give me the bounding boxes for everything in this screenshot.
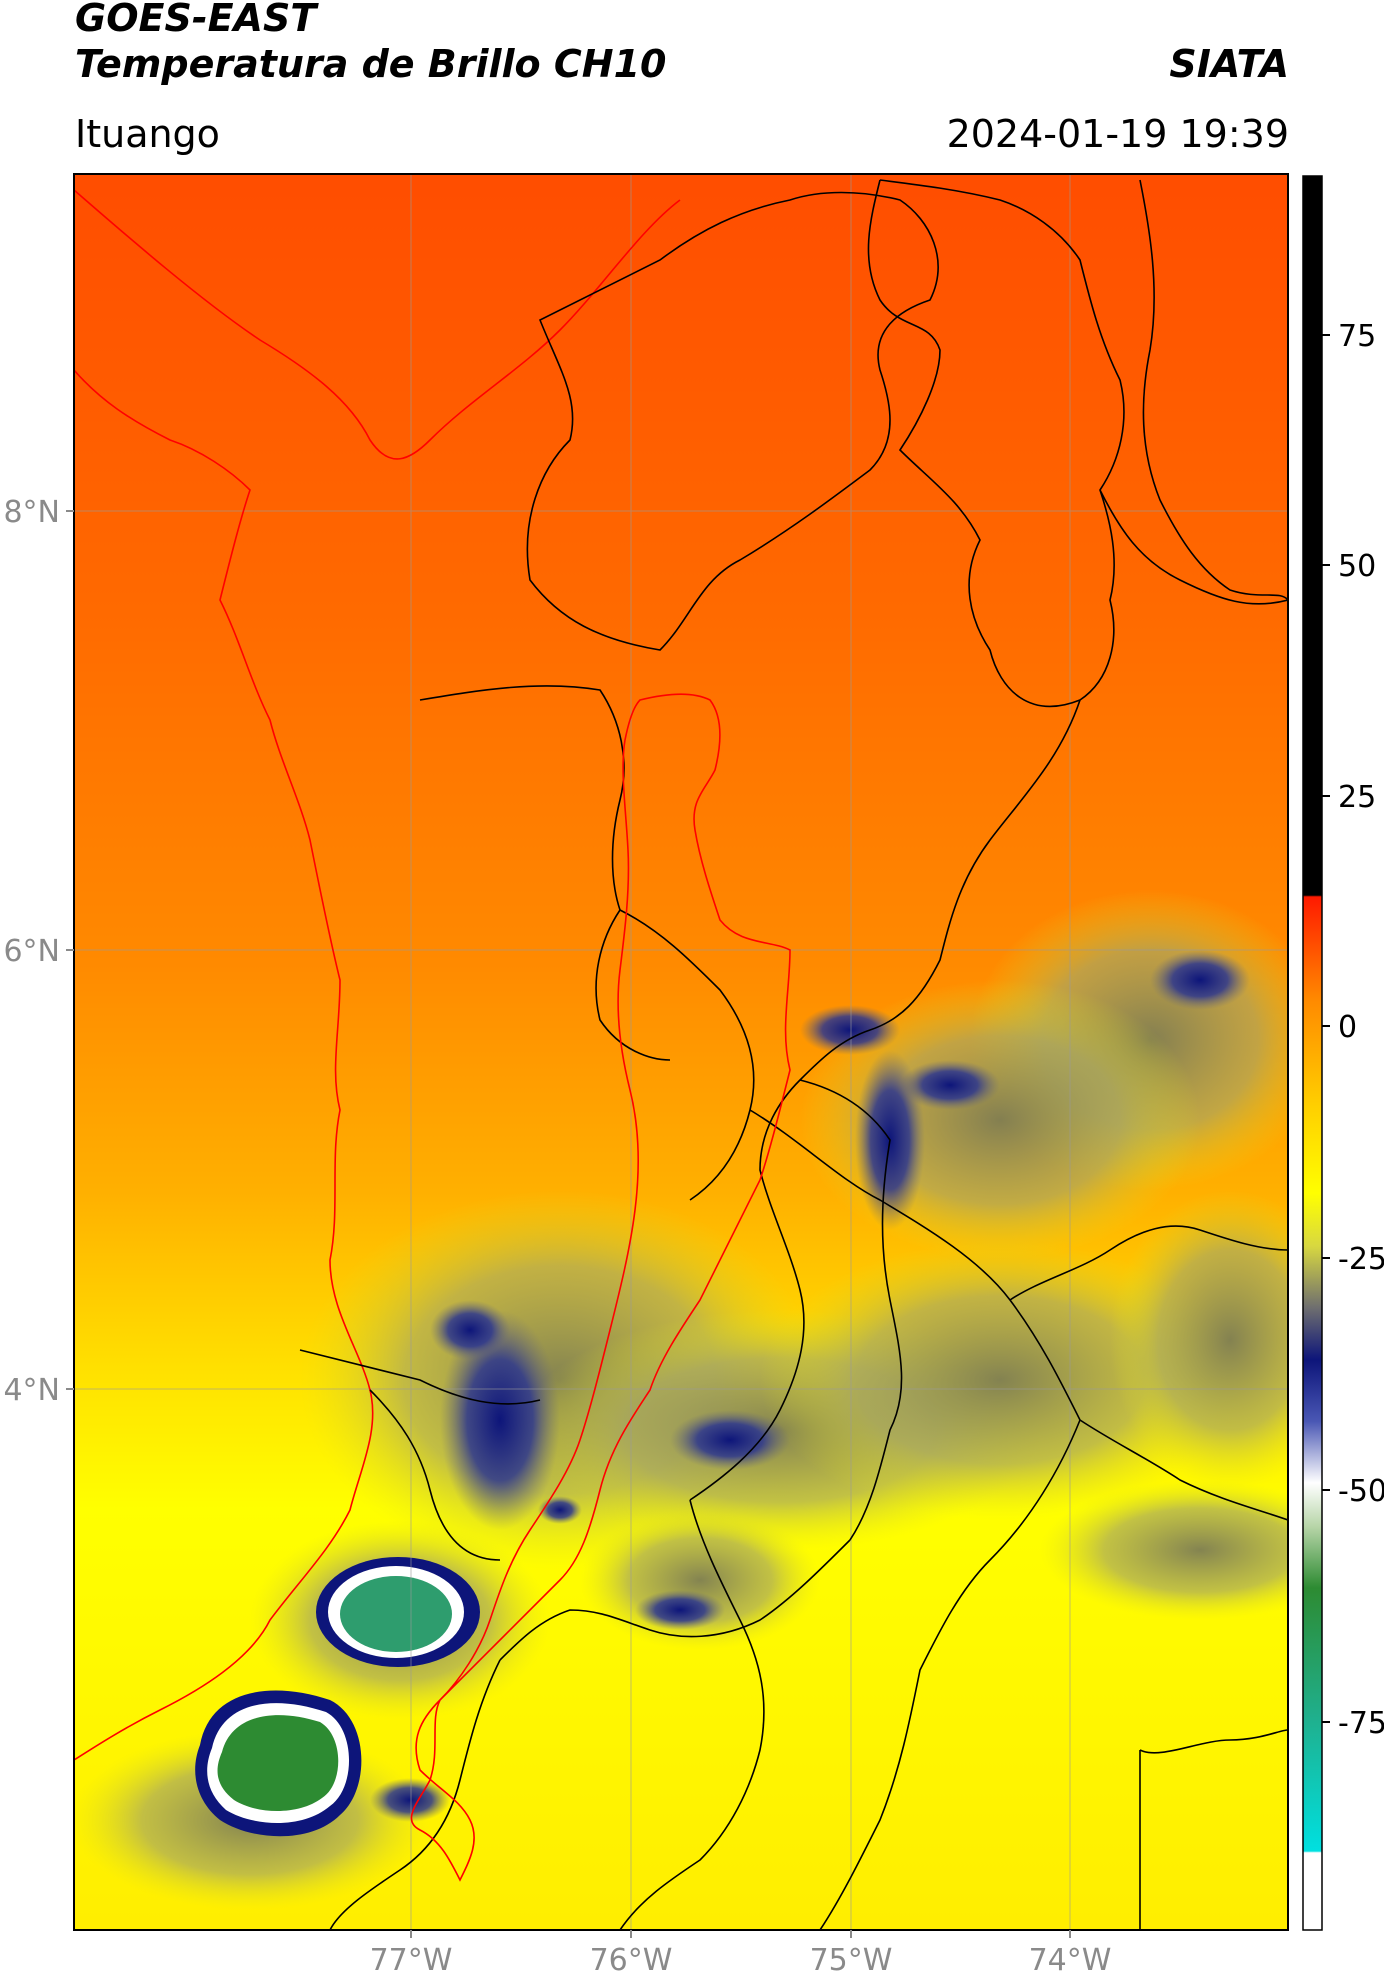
lat-label-8n: 8°N xyxy=(3,495,60,530)
coastline xyxy=(74,189,681,1761)
colorbar-tick-minus50: -50 xyxy=(1338,1474,1384,1509)
product-title: Temperatura de Brillo CH10 xyxy=(75,42,667,86)
colorbar-tick-minus25: -25 xyxy=(1338,1242,1384,1277)
lon-label-76w: 76°W xyxy=(590,1943,673,1978)
cold-cloud-cores xyxy=(370,950,1250,1822)
colorbar-tick-50: 50 xyxy=(1338,549,1376,584)
colorbar-tick-minus75: -75 xyxy=(1338,1706,1384,1741)
lon-label-77w: 77°W xyxy=(370,1943,453,1978)
colorbar-scale xyxy=(1302,175,1323,1931)
colorbar-tick-0: 0 xyxy=(1338,1010,1357,1045)
colorbar-tick-75: 75 xyxy=(1338,319,1376,354)
organization-label: SIATA xyxy=(1169,42,1289,86)
convective-cell-south xyxy=(195,1690,362,1837)
datetime-label: 2024-01-19 19:39 xyxy=(946,112,1289,156)
map-frame xyxy=(73,173,1289,1931)
latitude-axis: 8°N 6°N 4°N xyxy=(3,495,74,1408)
convective-cell-north xyxy=(316,1557,480,1667)
lon-label-75w: 75°W xyxy=(810,1943,893,1978)
satellite-title: GOES-EAST xyxy=(75,0,317,40)
lat-label-6n: 6°N xyxy=(3,934,60,969)
graticule xyxy=(74,174,1288,1930)
department-boundaries xyxy=(299,179,1288,1930)
colorbar-tick-25: 25 xyxy=(1338,780,1376,815)
colorbar: 75 50 25 0 -25 -50 -75 xyxy=(1302,175,1384,1931)
lon-label-74w: 74°W xyxy=(1029,1943,1112,1978)
location-label: Ituango xyxy=(75,112,220,156)
basin-outline xyxy=(410,693,791,1882)
longitude-axis: 77°W 76°W 75°W 74°W xyxy=(370,1930,1112,1978)
lat-label-4n: 4°N xyxy=(3,1373,60,1408)
